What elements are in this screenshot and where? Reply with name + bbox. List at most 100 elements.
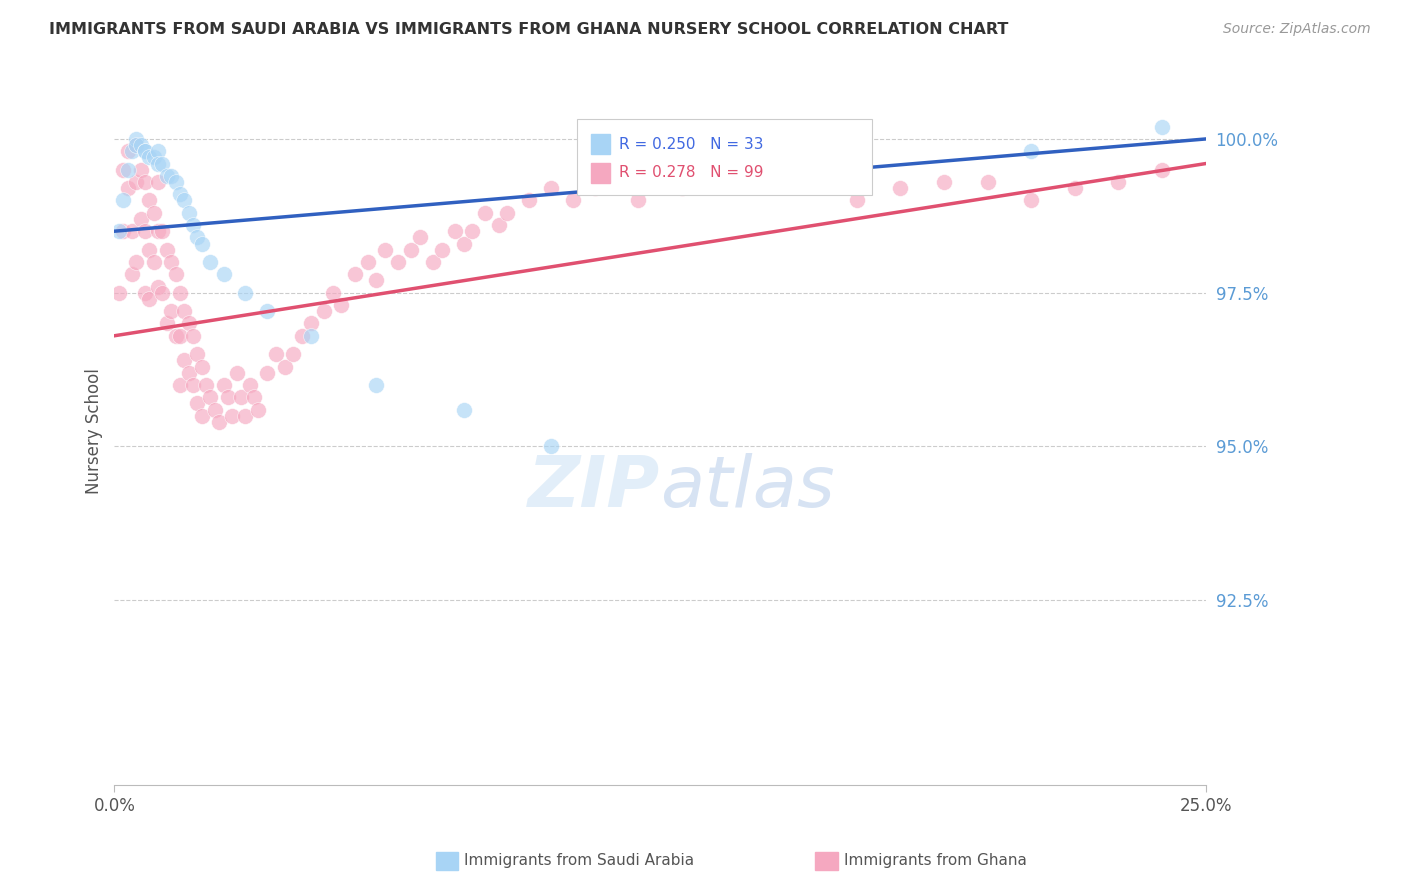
Point bbox=[134, 145, 156, 159]
Point bbox=[112, 162, 135, 177]
Point bbox=[422, 255, 444, 269]
Point bbox=[173, 304, 195, 318]
Point bbox=[1063, 181, 1085, 195]
Point bbox=[225, 366, 247, 380]
Point bbox=[517, 194, 540, 208]
Point bbox=[177, 206, 200, 220]
Point bbox=[121, 267, 143, 281]
Point bbox=[173, 353, 195, 368]
Point bbox=[117, 145, 139, 159]
Point bbox=[117, 162, 139, 177]
Point bbox=[129, 211, 152, 226]
Point bbox=[138, 292, 160, 306]
Point bbox=[343, 267, 366, 281]
Point bbox=[117, 181, 139, 195]
Point bbox=[142, 206, 165, 220]
Point bbox=[200, 255, 222, 269]
Text: Immigrants from Ghana: Immigrants from Ghana bbox=[844, 854, 1026, 868]
Point bbox=[299, 317, 322, 331]
Point bbox=[801, 175, 824, 189]
Point bbox=[146, 279, 169, 293]
Point bbox=[235, 409, 257, 423]
Point bbox=[134, 145, 156, 159]
Point bbox=[138, 194, 160, 208]
Point bbox=[291, 328, 314, 343]
Point bbox=[125, 255, 148, 269]
Point bbox=[583, 181, 606, 195]
Point bbox=[129, 138, 152, 153]
Point bbox=[200, 390, 222, 404]
Point bbox=[107, 285, 129, 300]
Point bbox=[169, 378, 191, 392]
Point bbox=[134, 175, 156, 189]
Point bbox=[322, 285, 344, 300]
Point bbox=[146, 175, 169, 189]
Point bbox=[387, 255, 409, 269]
Point bbox=[1152, 120, 1174, 134]
Point bbox=[156, 169, 179, 183]
Point bbox=[181, 378, 204, 392]
Point bbox=[932, 175, 955, 189]
Point bbox=[204, 402, 226, 417]
Point bbox=[121, 145, 143, 159]
Point bbox=[212, 378, 235, 392]
Point bbox=[256, 304, 278, 318]
Point bbox=[561, 194, 583, 208]
Point bbox=[330, 298, 353, 312]
Point bbox=[190, 236, 212, 251]
Point bbox=[121, 224, 143, 238]
Point bbox=[186, 347, 208, 361]
Point bbox=[540, 181, 562, 195]
Point bbox=[181, 328, 204, 343]
Point bbox=[671, 181, 693, 195]
Text: R = 0.250   N = 33: R = 0.250 N = 33 bbox=[619, 136, 763, 152]
Point bbox=[173, 194, 195, 208]
Point bbox=[190, 359, 212, 374]
Point bbox=[125, 175, 148, 189]
Point bbox=[156, 317, 179, 331]
Point bbox=[156, 243, 179, 257]
Point bbox=[496, 206, 519, 220]
Point bbox=[152, 285, 174, 300]
Point bbox=[142, 255, 165, 269]
Point bbox=[453, 236, 475, 251]
Point bbox=[605, 175, 627, 189]
Point bbox=[217, 390, 239, 404]
Point bbox=[112, 224, 135, 238]
Point bbox=[146, 224, 169, 238]
Point bbox=[229, 390, 252, 404]
Point bbox=[409, 230, 432, 244]
Point bbox=[889, 181, 911, 195]
Point bbox=[221, 409, 243, 423]
Text: Immigrants from Saudi Arabia: Immigrants from Saudi Arabia bbox=[464, 854, 695, 868]
Point bbox=[160, 169, 183, 183]
Point bbox=[627, 194, 650, 208]
Point bbox=[165, 328, 187, 343]
Point bbox=[461, 224, 484, 238]
Point bbox=[165, 267, 187, 281]
Point bbox=[134, 285, 156, 300]
Text: atlas: atlas bbox=[659, 453, 835, 522]
Point bbox=[138, 243, 160, 257]
Text: R = 0.278   N = 99: R = 0.278 N = 99 bbox=[619, 165, 763, 180]
Point bbox=[845, 194, 868, 208]
Point bbox=[134, 224, 156, 238]
Y-axis label: Nursery School: Nursery School bbox=[86, 368, 103, 494]
Text: Source: ZipAtlas.com: Source: ZipAtlas.com bbox=[1223, 22, 1371, 37]
Point bbox=[453, 402, 475, 417]
Point bbox=[1019, 194, 1042, 208]
Point bbox=[177, 317, 200, 331]
Point bbox=[138, 150, 160, 164]
Point bbox=[160, 304, 183, 318]
Point bbox=[181, 218, 204, 232]
Point bbox=[1108, 175, 1130, 189]
Point bbox=[152, 224, 174, 238]
Point bbox=[312, 304, 335, 318]
Point bbox=[714, 175, 737, 189]
Point bbox=[264, 347, 287, 361]
Point bbox=[165, 175, 187, 189]
Point bbox=[256, 366, 278, 380]
Point bbox=[129, 162, 152, 177]
Point bbox=[212, 267, 235, 281]
Point bbox=[758, 175, 780, 189]
